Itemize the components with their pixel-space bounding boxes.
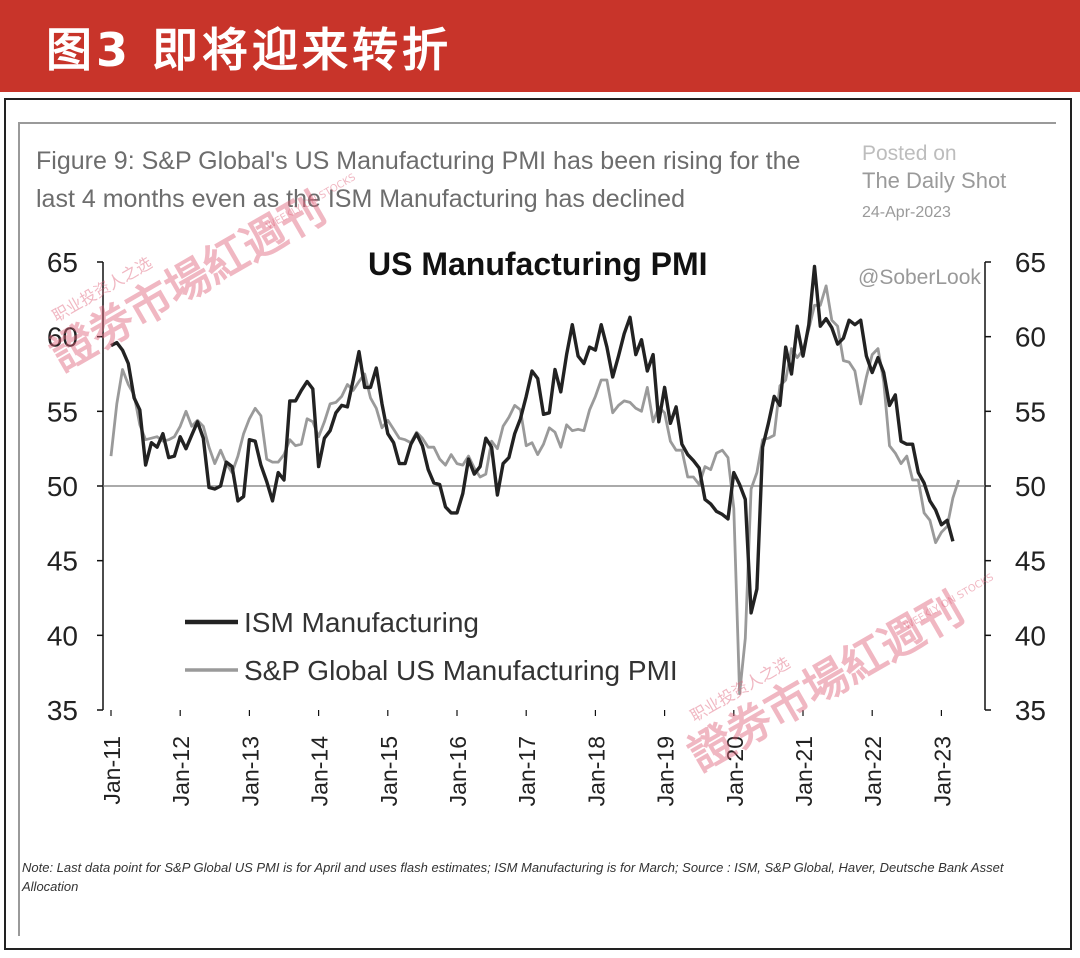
chart-panel: [18, 122, 1056, 936]
x-tick-label: Jan-18: [583, 736, 609, 806]
banner-title: 图3 即将迎来转折: [46, 23, 453, 77]
y-tick-label-right: 55: [1015, 396, 1046, 427]
legend-label-ism: ISM Manufacturing: [244, 607, 479, 638]
y-tick-label-right: 35: [1015, 695, 1046, 726]
y-tick-label-left: 40: [47, 620, 78, 651]
series-line-ism-manufacturing: [110, 264, 955, 615]
figure-title: Figure 9: S&P Global's US Manufacturing …: [36, 147, 801, 213]
chart-axes: 35 35 40 40 45 45 50 50 55 55 60 60 65 65 Jan-11 Jan-12…: [47, 247, 1046, 806]
y-tick-label-right: 50: [1015, 471, 1046, 502]
chart-series: [109, 264, 961, 695]
source-name: The Daily Shot: [862, 168, 1007, 193]
y-tick-label-right: 60: [1015, 322, 1046, 353]
y-tick-label-right: 65: [1015, 247, 1046, 278]
source-block: Posted on The Daily Shot 24-Apr-2023: [862, 142, 1006, 222]
x-tick-label: Jan-22: [860, 736, 886, 806]
y-tick-label-left: 45: [47, 546, 78, 577]
x-tick-label: Jan-17: [514, 736, 540, 806]
source-handle: @SoberLook: [858, 266, 981, 289]
x-tick-label: Jan-16: [445, 736, 471, 806]
header-banner: 图3 即将迎来转折: [0, 0, 1080, 92]
y-tick-label-left: 60: [47, 322, 78, 353]
x-tick-label: Jan-14: [307, 736, 333, 807]
figure-note: Note: Last data point for S&P Global US …: [22, 860, 1004, 894]
y-tick-label-left: 65: [47, 247, 78, 278]
series-line-sp-global-pmi: [109, 284, 961, 695]
y-tick-label-left: 50: [47, 471, 78, 502]
legend-label-sp-global: S&P Global US Manufacturing PMI: [244, 655, 678, 686]
x-tick-label: Jan-12: [168, 736, 194, 806]
figure-frame: [4, 98, 1072, 950]
y-tick-label-left: 35: [47, 695, 78, 726]
x-tick-label: Jan-23: [929, 736, 955, 806]
x-tick-label: Jan-11: [99, 736, 125, 805]
x-tick-label: Jan-13: [237, 736, 263, 806]
source-heading: Posted on: [862, 142, 957, 165]
source-date: 24-Apr-2023: [862, 204, 951, 221]
y-tick-label-left: 55: [47, 396, 78, 427]
x-tick-label: Jan-19: [653, 736, 679, 806]
chart-legend: ISM Manufacturing S&P Global US Manufactu…: [185, 607, 678, 686]
x-tick-label: Jan-21: [791, 736, 817, 806]
x-tick-label: Jan-20: [722, 736, 748, 806]
y-tick-label-right: 45: [1015, 546, 1046, 577]
x-tick-label: Jan-15: [376, 736, 402, 806]
chart-title: US Manufacturing PMI: [368, 246, 708, 282]
y-tick-label-right: 40: [1015, 620, 1046, 651]
